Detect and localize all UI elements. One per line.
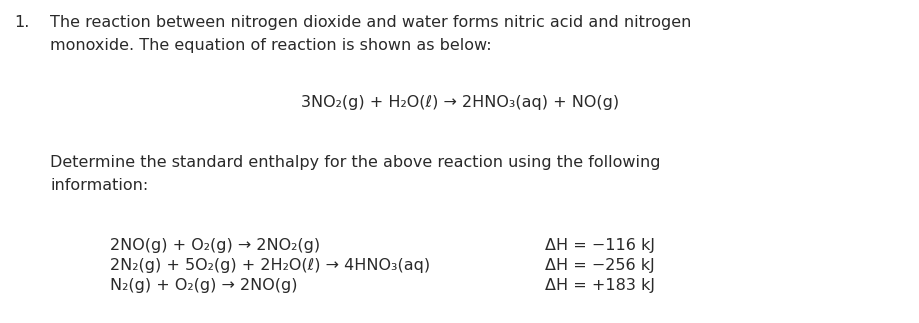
Text: Determine the standard enthalpy for the above reaction using the following: Determine the standard enthalpy for the …	[50, 155, 660, 170]
Text: 1.: 1.	[14, 15, 29, 30]
Text: ΔH = +183 kJ: ΔH = +183 kJ	[544, 278, 654, 293]
Text: ΔH = −116 kJ: ΔH = −116 kJ	[544, 238, 654, 253]
Text: 2NO(g) + O₂(g) → 2NO₂(g): 2NO(g) + O₂(g) → 2NO₂(g)	[110, 238, 320, 253]
Text: ΔH = −256 kJ: ΔH = −256 kJ	[544, 258, 654, 273]
Text: monoxide. The equation of reaction is shown as below:: monoxide. The equation of reaction is sh…	[50, 38, 491, 53]
Text: The reaction between nitrogen dioxide and water forms nitric acid and nitrogen: The reaction between nitrogen dioxide an…	[50, 15, 690, 30]
Text: 3NO₂(g) + H₂O(ℓ) → 2HNO₃(aq) + NO(g): 3NO₂(g) + H₂O(ℓ) → 2HNO₃(aq) + NO(g)	[301, 95, 618, 110]
Text: information:: information:	[50, 178, 148, 193]
Text: N₂(g) + O₂(g) → 2NO(g): N₂(g) + O₂(g) → 2NO(g)	[110, 278, 297, 293]
Text: 2N₂(g) + 5O₂(g) + 2H₂O(ℓ) → 4HNO₃(aq): 2N₂(g) + 5O₂(g) + 2H₂O(ℓ) → 4HNO₃(aq)	[110, 258, 430, 273]
